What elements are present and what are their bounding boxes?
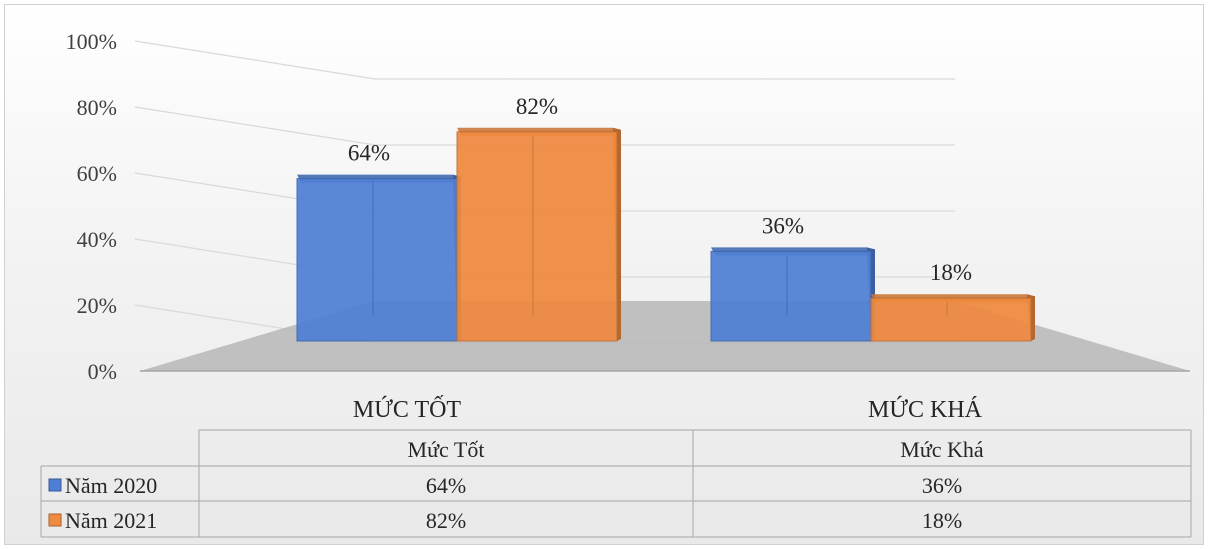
- legend-key: [48, 513, 62, 527]
- data-label: 64%: [348, 141, 390, 166]
- table-cell: 82%: [426, 508, 466, 533]
- y-tick-label: 100%: [66, 29, 117, 54]
- table-cell: 36%: [922, 473, 962, 498]
- data-label: 18%: [930, 260, 972, 285]
- y-tick-label: 20%: [77, 293, 117, 318]
- table-cell: 64%: [426, 473, 466, 498]
- category-label: MỨC KHÁ: [868, 396, 983, 423]
- category-label: MỨC TỐT: [353, 396, 462, 423]
- data-label: 82%: [516, 94, 558, 119]
- legend-key: [48, 478, 62, 492]
- legend-entry: Năm 2020: [65, 473, 157, 498]
- y-tick-label: 80%: [77, 95, 117, 120]
- gridline: [134, 106, 955, 146]
- table-header: Mức Khá: [900, 437, 984, 462]
- legend-entry: Năm 2021: [65, 508, 157, 533]
- bar: [296, 178, 458, 342]
- gridline: [134, 40, 955, 80]
- chart-area: 0% 20% 40% 60% 80% 100% 64% 82% 36% 18% MỨC TỐT MỨC…: [4, 4, 1204, 545]
- chart-svg: 0% 20% 40% 60% 80% 100% 64% 82% 36% 18% MỨC TỐT MỨC…: [40, 29, 1192, 538]
- bar: [456, 131, 618, 342]
- table-cell: 18%: [922, 508, 962, 533]
- y-tick-label: 60%: [77, 161, 117, 186]
- bar: [870, 297, 1032, 342]
- bar: [710, 250, 872, 342]
- data-label: 36%: [762, 213, 804, 238]
- table-header: Mức Tốt: [408, 437, 485, 462]
- y-tick-label: 0%: [88, 359, 117, 384]
- y-tick-label: 40%: [77, 227, 117, 252]
